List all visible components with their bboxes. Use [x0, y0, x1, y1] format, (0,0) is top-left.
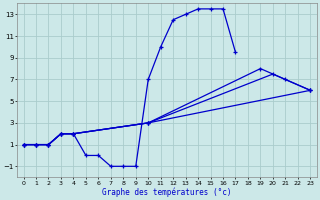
X-axis label: Graphe des températures (°c): Graphe des températures (°c): [102, 187, 232, 197]
